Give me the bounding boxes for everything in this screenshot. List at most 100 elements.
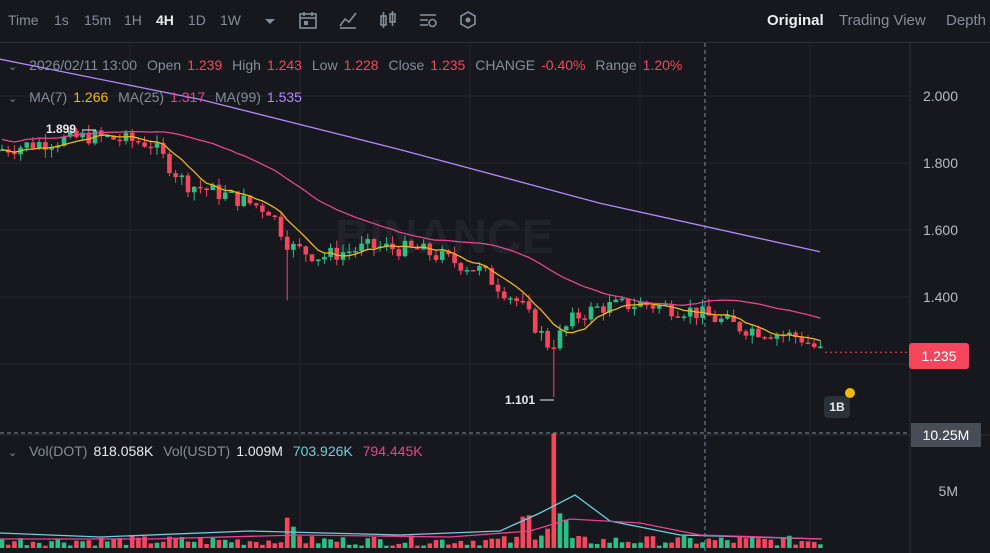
change-value: -0.40% (541, 57, 586, 73)
volume-bar (272, 543, 278, 548)
volume-bar (551, 433, 557, 548)
candle-body (681, 316, 687, 318)
calendar-icon[interactable] (298, 10, 318, 30)
volume-bar (247, 541, 253, 548)
more-timeframes-dropdown-icon[interactable] (260, 12, 280, 32)
volume-bar (588, 543, 594, 548)
volume-bar (167, 536, 172, 548)
timeframe-1d[interactable]: 1D (188, 12, 206, 28)
candle-body (526, 301, 532, 310)
binance-logo-button[interactable]: 1B (824, 396, 850, 418)
candle-body (111, 135, 116, 140)
volume-bar (284, 517, 290, 548)
volume-bar (266, 540, 271, 548)
candle-body (359, 243, 364, 252)
volume-bar (185, 541, 191, 548)
open-label: Open (146, 57, 182, 73)
volume-bar (136, 537, 141, 548)
volume-bar (489, 538, 495, 548)
collapse-chevron-icon[interactable]: ⌄ (8, 447, 18, 459)
volume-bar (359, 545, 364, 548)
candle-body (0, 149, 5, 151)
candle-body (545, 331, 550, 348)
chart-settings-icon[interactable] (418, 10, 438, 30)
candle-body (402, 240, 408, 257)
volume-bar (446, 544, 451, 548)
timeframe-1s[interactable]: 1s (54, 12, 69, 28)
candle-body (539, 331, 544, 333)
volume-bar (787, 535, 792, 548)
volume-bar (160, 541, 166, 548)
candle-body (762, 337, 767, 339)
collapse-chevron-icon[interactable]: ⌄ (8, 93, 18, 105)
volume-bar (427, 543, 433, 548)
ma7-line (1, 134, 821, 342)
candle-body (470, 270, 476, 272)
low-annotation: 1.101 (505, 393, 536, 407)
indicators-icon[interactable] (338, 10, 358, 30)
candle-body (601, 306, 606, 313)
candle-body (80, 132, 85, 138)
volume-bar (297, 536, 302, 548)
vol-usdt-value: 1.009M (236, 443, 283, 459)
hexagon-settings-icon[interactable] (458, 10, 478, 30)
price-chart[interactable]: BINANCE (0, 43, 990, 553)
candle-body (675, 316, 681, 318)
candle-body (433, 255, 439, 260)
candle-body (619, 298, 625, 301)
candle-body (322, 256, 327, 260)
view-original-tab[interactable]: Original (767, 12, 824, 29)
volume-bar (346, 544, 352, 548)
timeframe-1w[interactable]: 1W (220, 12, 241, 28)
volume-bar (694, 543, 699, 548)
volume-bar (749, 537, 755, 548)
volume-bar (61, 542, 67, 548)
notification-dot-icon (845, 388, 855, 398)
volume-bar (718, 537, 724, 548)
y-tick-2000: 2.000 (922, 88, 958, 104)
candle-body (173, 173, 178, 178)
volume-bar (365, 538, 371, 548)
candle-body (532, 309, 538, 333)
vol-ma1-value: 703.926K (292, 443, 353, 459)
y-tick-1600: 1.600 (922, 222, 958, 238)
volume-bar (706, 538, 712, 548)
candle-body (74, 130, 79, 138)
volume-bar (0, 538, 5, 548)
volume-bar (129, 536, 135, 548)
collapse-chevron-icon[interactable]: ⌄ (8, 61, 18, 73)
candle-body (551, 347, 557, 350)
chart-type-candles-icon[interactable] (378, 10, 398, 30)
timeframe-1h[interactable]: 1H (124, 12, 142, 28)
volume-bar (656, 545, 662, 548)
change-label: CHANGE (475, 57, 536, 73)
range-label: Range (595, 57, 637, 73)
candle-body (167, 153, 172, 174)
ma99-label: MA(99) (215, 89, 261, 105)
view-trading-view-tab[interactable]: Trading View (839, 12, 926, 29)
candle-body (582, 318, 588, 320)
volume-bar (687, 538, 693, 548)
candle-body (495, 284, 501, 292)
view-depth-tab[interactable]: Depth (946, 12, 987, 29)
high-label: High (232, 57, 261, 73)
volume-bar (464, 544, 470, 548)
candle-body (799, 337, 805, 343)
volume-bar (179, 536, 185, 548)
volume-bar (725, 540, 730, 548)
candle-body (743, 331, 749, 336)
timeframe-15m[interactable]: 15m (84, 12, 112, 28)
y-tick-1800: 1.800 (922, 155, 958, 171)
candle-body (210, 184, 216, 191)
volume-bar (148, 543, 154, 548)
timeframe-4h[interactable]: 4H (156, 12, 174, 28)
candle-body (241, 195, 247, 207)
volume-bar (712, 540, 718, 548)
candle-body (737, 321, 743, 332)
volume-bar (452, 543, 457, 548)
crosshair-value-tag: 10.25M (911, 423, 981, 447)
candle-body (86, 132, 92, 144)
timeframe-time[interactable]: Time (8, 12, 39, 28)
volume-bar (402, 542, 408, 548)
volume-bar (594, 543, 600, 548)
